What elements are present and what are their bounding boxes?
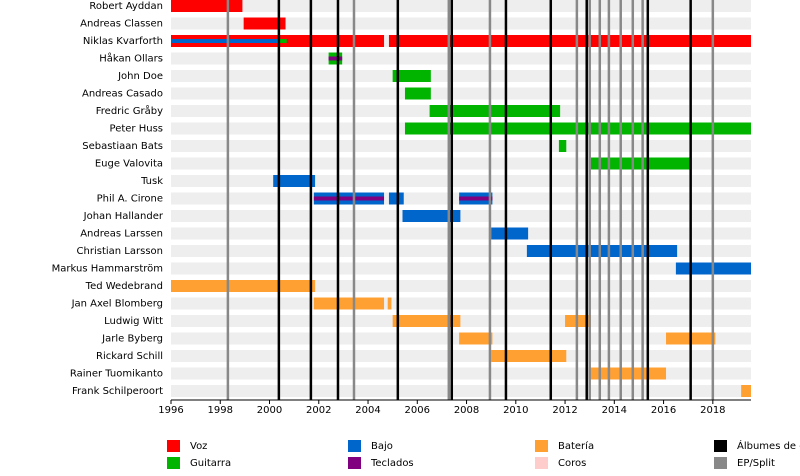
member-name: Håkan Ollars (99, 52, 163, 65)
x-tick-label: 2004 (355, 405, 380, 416)
period-bar (313, 196, 385, 201)
period-bar (171, 0, 243, 12)
period-bar (171, 39, 277, 43)
member-name: Johan Hallander (83, 211, 164, 222)
member-name: John Doe (117, 71, 163, 82)
row-band (171, 280, 751, 292)
x-tick-label: 2012 (552, 405, 577, 416)
row-band (171, 227, 751, 240)
period-bar (392, 315, 461, 327)
row-band (171, 350, 751, 362)
member-name: Frank Schilperoort (72, 386, 163, 397)
row-band (171, 0, 751, 12)
x-tick-label: 2002 (306, 405, 331, 416)
legend-label: Voz (190, 441, 207, 452)
period-bar (590, 157, 691, 170)
period-bar (313, 297, 385, 310)
legend-label: Coros (558, 458, 586, 469)
member-name: Jan Axel Blomberg (71, 299, 163, 310)
member-name: Andreas Classen (80, 19, 163, 30)
x-tick-label: 2016 (651, 405, 676, 416)
period-bar (387, 297, 392, 310)
period-bar (491, 350, 567, 362)
member-name: Sebastiaan Bats (82, 141, 163, 152)
period-bar (388, 192, 404, 205)
x-tick-label: 1998 (208, 405, 233, 416)
legend-label: Batería (558, 440, 594, 452)
member-name: Andreas Larssen (80, 229, 163, 240)
member-name: Niklas Kvarforth (83, 36, 163, 47)
member-name: Robert Ayddan (89, 1, 163, 12)
x-tick-label: 2010 (503, 405, 528, 416)
row-band (171, 70, 751, 82)
legend-swatch (167, 457, 180, 469)
x-tick-label: 2014 (602, 405, 627, 416)
period-bar (741, 385, 751, 397)
row-band (171, 17, 751, 30)
row-band (171, 87, 751, 100)
period-bar (404, 87, 431, 100)
period-bar (328, 56, 343, 61)
member-name: Rickard Schill (96, 351, 163, 362)
member-name: Ludwig Witt (104, 316, 163, 327)
period-bar (171, 280, 316, 292)
legend-swatch (348, 457, 361, 469)
member-name: Christian Larsson (77, 246, 163, 257)
period-bar (429, 105, 561, 117)
x-tick-label: 2000 (257, 405, 282, 416)
legend-swatch (535, 457, 548, 469)
row-band (171, 210, 751, 222)
member-name: Jarle Byberg (101, 334, 163, 345)
period-bar (243, 17, 286, 30)
row-band (171, 262, 751, 275)
member-name: Phil A. Cirone (97, 194, 163, 205)
legend-label: EP/Split (737, 458, 775, 469)
legend-swatch (348, 440, 361, 452)
member-name: Andreas Casado (82, 89, 163, 100)
row-band (171, 52, 751, 65)
x-tick-label: 2006 (405, 405, 430, 416)
legend-swatch (167, 440, 180, 452)
legend-swatch (535, 440, 548, 452)
member-name: Rainer Tuomikanto (70, 369, 163, 380)
x-tick-label: 2018 (700, 405, 725, 416)
member-name: Fredric Gråby (96, 104, 163, 117)
period-bar (491, 227, 529, 240)
member-name: Euge Valovita (95, 159, 163, 170)
legend-swatch (714, 457, 727, 469)
row-band (171, 175, 751, 187)
period-bar (402, 210, 461, 222)
x-tick-label: 2008 (454, 405, 479, 416)
period-bar (526, 245, 678, 257)
legend-label: Teclados (370, 458, 414, 469)
legend-label: Guitarra (190, 458, 231, 469)
period-bar (558, 140, 567, 152)
period-bar (392, 70, 431, 82)
period-bar (459, 332, 493, 345)
period-bar (273, 175, 316, 187)
legend-label: Álbumes de e (737, 439, 800, 452)
x-tick-label: 1996 (158, 405, 183, 416)
legend-swatch (714, 440, 727, 452)
period-bar (388, 35, 751, 47)
row-band (171, 297, 751, 310)
row-band (171, 315, 751, 327)
row-band (171, 140, 751, 152)
member-name: Markus Hammarström (52, 264, 163, 275)
member-name: Tusk (140, 176, 163, 187)
legend-label: Bajo (371, 441, 393, 452)
member-name: Peter Huss (110, 124, 163, 135)
row-band (171, 385, 751, 397)
period-bar (459, 196, 493, 201)
member-name: Ted Wedebrand (85, 281, 163, 292)
